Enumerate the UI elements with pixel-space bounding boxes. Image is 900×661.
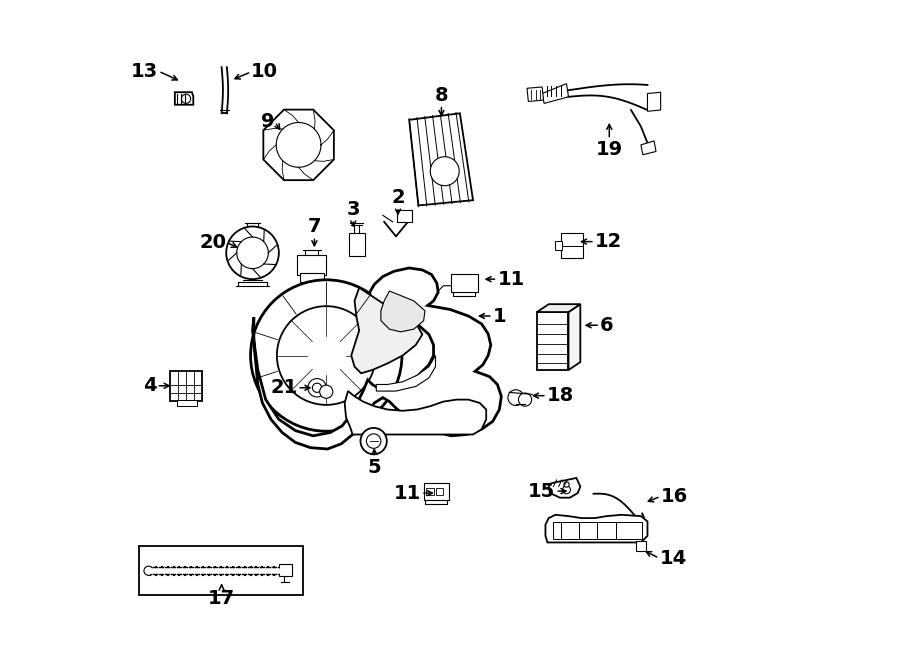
- Bar: [537, 312, 569, 370]
- Bar: [279, 564, 292, 576]
- Polygon shape: [345, 391, 486, 434]
- Text: 21: 21: [270, 378, 297, 397]
- Circle shape: [562, 486, 571, 494]
- Text: 20: 20: [199, 233, 226, 252]
- Circle shape: [320, 385, 333, 399]
- Text: 11: 11: [498, 270, 525, 289]
- Polygon shape: [376, 356, 436, 391]
- Circle shape: [182, 95, 191, 103]
- Bar: [300, 273, 324, 282]
- Text: 5: 5: [367, 457, 381, 477]
- Polygon shape: [381, 291, 425, 332]
- Circle shape: [366, 434, 381, 448]
- Circle shape: [518, 393, 532, 407]
- Text: 12: 12: [595, 232, 622, 251]
- Bar: [170, 371, 202, 401]
- Text: 14: 14: [660, 549, 687, 568]
- Polygon shape: [549, 478, 580, 498]
- Polygon shape: [542, 84, 569, 103]
- Bar: [436, 488, 444, 495]
- Bar: [553, 522, 643, 539]
- Text: 17: 17: [208, 589, 235, 608]
- Circle shape: [250, 280, 402, 431]
- Bar: [635, 541, 646, 551]
- Bar: [397, 210, 412, 222]
- Text: 13: 13: [131, 61, 158, 81]
- Text: 3: 3: [346, 200, 360, 219]
- Text: 10: 10: [251, 62, 278, 81]
- Text: 19: 19: [596, 139, 623, 159]
- Circle shape: [237, 237, 268, 268]
- Polygon shape: [537, 304, 580, 312]
- Text: 15: 15: [528, 482, 555, 500]
- Text: 11: 11: [394, 484, 421, 502]
- Text: 18: 18: [547, 386, 574, 405]
- Polygon shape: [569, 304, 580, 370]
- Text: 16: 16: [661, 487, 688, 506]
- Circle shape: [312, 383, 321, 393]
- Circle shape: [226, 227, 279, 279]
- Bar: [555, 241, 562, 251]
- Polygon shape: [545, 515, 647, 543]
- Circle shape: [144, 566, 153, 575]
- Circle shape: [564, 482, 569, 487]
- Text: 1: 1: [493, 307, 507, 325]
- Bar: [297, 254, 327, 274]
- Text: 8: 8: [435, 86, 448, 104]
- Polygon shape: [527, 87, 544, 101]
- Circle shape: [508, 390, 524, 406]
- Polygon shape: [410, 113, 473, 206]
- Polygon shape: [641, 141, 656, 155]
- Text: 6: 6: [600, 316, 614, 334]
- Bar: [427, 488, 434, 495]
- Bar: [561, 233, 583, 258]
- Polygon shape: [175, 93, 194, 104]
- Text: 2: 2: [392, 188, 405, 207]
- Text: 4: 4: [143, 376, 157, 395]
- Bar: [140, 546, 302, 595]
- Bar: [424, 483, 449, 500]
- Polygon shape: [351, 288, 422, 373]
- Text: 9: 9: [261, 112, 274, 132]
- Circle shape: [308, 379, 327, 397]
- Bar: [348, 233, 365, 256]
- Bar: [451, 274, 478, 292]
- Polygon shape: [647, 93, 661, 111]
- Circle shape: [361, 428, 387, 454]
- Circle shape: [277, 306, 375, 405]
- Polygon shape: [253, 268, 501, 449]
- Polygon shape: [264, 110, 334, 180]
- Circle shape: [430, 157, 459, 186]
- Text: 7: 7: [308, 217, 321, 237]
- Bar: [176, 401, 196, 406]
